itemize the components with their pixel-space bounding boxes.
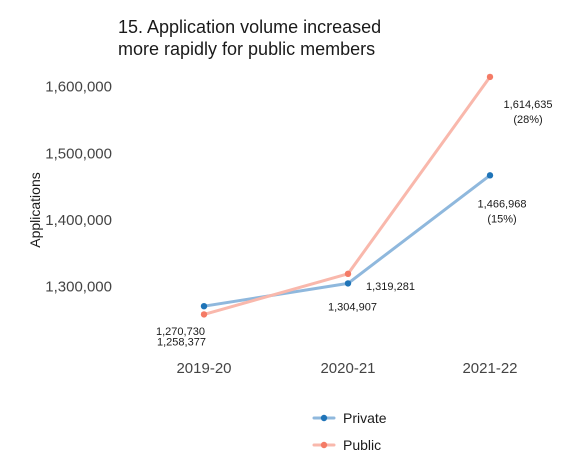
legend-label-public: Public: [343, 437, 381, 453]
chart-title-line-2: more rapidly for public members: [118, 39, 375, 59]
data-label-private: 1,466,968: [478, 198, 527, 210]
y-axis-label: Applications: [27, 172, 43, 248]
series-line-private: [202, 173, 492, 308]
data-label-public: 1,319,281: [366, 281, 415, 293]
data-label-private: 1,270,730: [156, 326, 205, 338]
legend-marker-public: [320, 441, 328, 449]
y-tick-label: 1,500,000: [45, 145, 112, 162]
data-point-public: [200, 311, 208, 318]
x-tick-label: 2019-20: [176, 360, 231, 377]
pct-label-public: (28%): [513, 114, 542, 126]
y-tick-label: 1,300,000: [45, 279, 112, 296]
pct-label-private: (15%): [487, 213, 516, 225]
series-line-public: [202, 75, 492, 316]
data-point-public: [486, 73, 494, 81]
data-point-private: [200, 302, 208, 310]
legend-label-private: Private: [343, 410, 387, 426]
y-tick-label: 1,400,000: [45, 212, 112, 229]
data-label-public: 1,258,377: [157, 336, 206, 348]
data-point-private: [344, 280, 352, 287]
x-tick-label: 2021-22: [462, 360, 517, 377]
data-label-public: 1,614,635: [504, 99, 553, 111]
data-point-private: [486, 172, 494, 179]
legend-marker-private: [320, 414, 328, 422]
data-label-private: 1,304,907: [328, 301, 377, 313]
chart-title-line-1: 15. Application volume increased: [118, 17, 381, 37]
x-tick-label: 2020-21: [320, 360, 375, 377]
y-tick-label: 1,600,000: [45, 79, 112, 96]
data-point-public: [344, 270, 352, 278]
